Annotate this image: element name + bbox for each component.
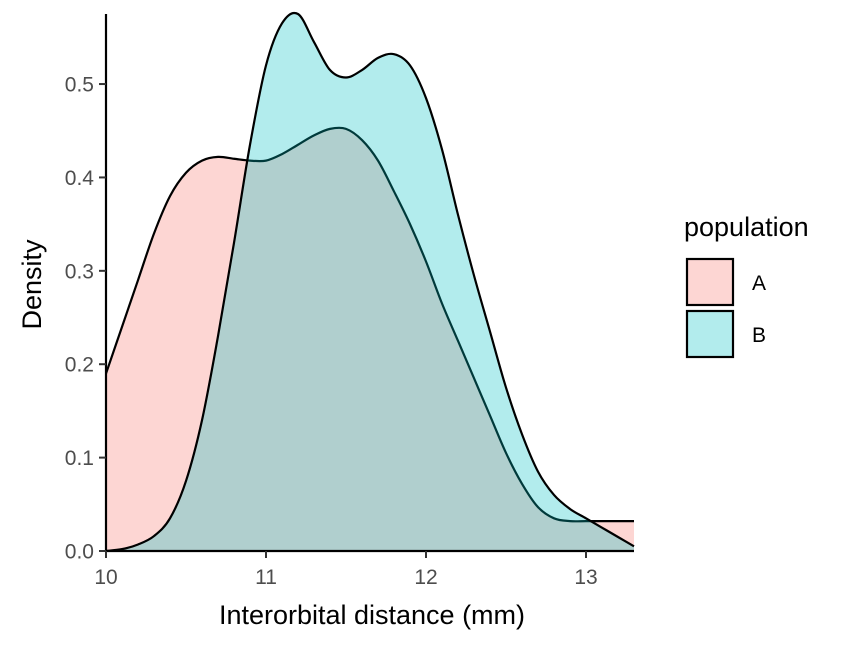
- y-tick-label: 0.0: [65, 541, 94, 564]
- x-axis-title: Interorbital distance (mm): [219, 600, 525, 630]
- legend-title: population: [684, 212, 809, 242]
- y-axis-title: Density: [17, 239, 47, 330]
- x-ticks: 10 11 12 13: [94, 551, 598, 589]
- density-line-B: [105, 11, 635, 553]
- legend-item-A: A: [685, 257, 766, 307]
- y-ticks: 0.0 0.1 0.2 0.3 0.4 0.5: [65, 74, 106, 564]
- legend-swatch: [685, 309, 735, 359]
- y-tick-label: 0.2: [65, 354, 94, 377]
- legend-item-B: B: [685, 309, 766, 359]
- density-area-B: [106, 12, 634, 551]
- axes: 10 11 12 13 0.0 0.1 0.2 0.3 0.4 0.5: [65, 14, 634, 589]
- density-line-A: [104, 126, 634, 523]
- x-tick-label: 12: [414, 566, 437, 589]
- density-areas: [104, 11, 635, 553]
- y-tick-label: 0.4: [65, 167, 95, 190]
- y-tick-label: 0.1: [65, 447, 94, 470]
- legend-swatch: [685, 257, 735, 307]
- y-tick-label: 0.5: [65, 74, 94, 97]
- legend-label: B: [752, 324, 766, 347]
- x-tick-label: 13: [574, 566, 597, 589]
- legend-label: A: [752, 272, 766, 295]
- x-tick-label: 11: [255, 566, 277, 589]
- legend: population AB: [684, 212, 809, 359]
- legend-items: AB: [685, 257, 766, 359]
- y-tick-label: 0.3: [65, 260, 94, 283]
- x-tick-label: 10: [94, 566, 117, 589]
